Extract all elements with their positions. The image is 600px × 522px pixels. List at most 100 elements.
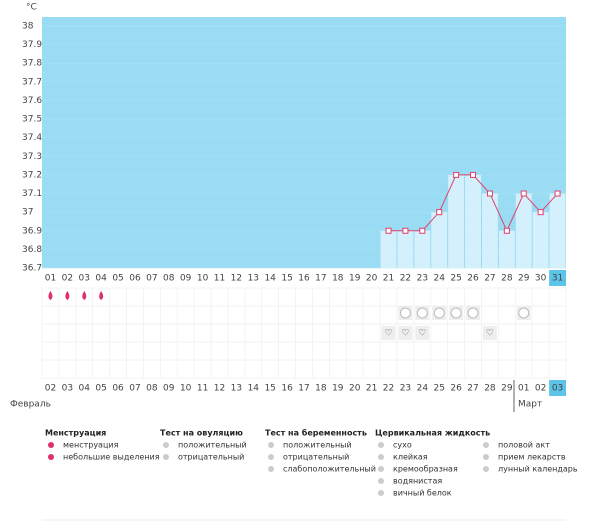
event-cell	[126, 287, 144, 307]
event-cell	[514, 323, 533, 343]
event-cell	[261, 323, 279, 343]
date-label: 03	[552, 384, 563, 394]
event-cell	[329, 359, 347, 379]
temp-point	[453, 171, 460, 178]
event-cell	[498, 323, 516, 343]
temp-bar	[414, 230, 431, 268]
temp-bar	[397, 230, 414, 268]
month-label: Февраль	[10, 400, 51, 410]
legend-icon	[378, 442, 384, 448]
event-cell	[447, 359, 465, 379]
x-tick-label: 20	[366, 274, 378, 284]
temp-point	[486, 190, 493, 197]
test-icon	[450, 307, 462, 319]
test-icon	[433, 307, 445, 319]
date-label: 22	[383, 384, 394, 394]
legend-item: клейкая	[393, 453, 428, 462]
event-cell	[58, 305, 77, 325]
date-label: 02	[45, 384, 56, 394]
event-cell	[41, 341, 60, 361]
x-tick-label: 13	[248, 274, 259, 284]
legend-icon	[48, 442, 54, 448]
legend-icon	[163, 454, 169, 460]
date-label: 17	[298, 384, 309, 394]
x-tick-label: 30	[535, 274, 547, 284]
event-cell	[396, 287, 415, 307]
event-cell	[548, 323, 567, 343]
event-cell	[498, 287, 516, 307]
event-cell	[143, 359, 161, 379]
date-label: 19	[332, 384, 344, 394]
temp-point	[436, 209, 443, 216]
event-cell	[75, 359, 94, 379]
legend-title: Тест на овуляцию	[160, 429, 243, 438]
event-cell	[126, 305, 144, 325]
x-tick-label: 27	[484, 274, 495, 284]
event-cell	[210, 305, 229, 325]
date-label: 03	[62, 384, 73, 394]
event-cell	[362, 323, 381, 343]
temp-bar	[498, 230, 515, 268]
event-cell	[109, 359, 127, 379]
event-cell	[514, 287, 533, 307]
test-icon	[467, 307, 479, 319]
event-cell	[295, 359, 313, 379]
event-cell	[126, 323, 144, 343]
temp-bar	[481, 193, 498, 268]
legend-item: отрицательный	[283, 453, 349, 462]
date-label: 13	[231, 384, 242, 394]
event-cell	[531, 323, 550, 343]
event-cell	[531, 341, 550, 361]
date-label: 12	[214, 384, 225, 394]
legend-icon	[48, 454, 54, 460]
temp-point	[419, 227, 426, 234]
event-cell	[58, 323, 77, 343]
legend-title: Менструация	[45, 429, 106, 438]
y-tick-label: 37.4	[22, 133, 42, 143]
event-cell	[126, 359, 144, 379]
event-cell	[379, 341, 398, 361]
heart-icon: ♡	[486, 329, 494, 339]
temp-point	[402, 227, 409, 234]
legend-item: положительный	[178, 441, 247, 450]
event-cell	[481, 341, 499, 361]
event-cell	[481, 359, 499, 379]
event-cell	[92, 323, 110, 343]
y-tick-label: 37.5	[22, 115, 42, 125]
event-cell	[41, 323, 60, 343]
event-cell	[210, 323, 229, 343]
heart-icon: ♡	[418, 329, 426, 339]
menstruation-icon	[99, 291, 104, 300]
icon-box	[415, 326, 430, 340]
event-cell	[498, 341, 516, 361]
event-cell	[464, 359, 482, 379]
event-cell	[143, 323, 161, 343]
event-cell	[413, 341, 432, 361]
x-tick-label: 29	[518, 274, 530, 284]
event-cell	[193, 305, 212, 325]
event-cell	[430, 287, 448, 307]
event-cell	[92, 305, 110, 325]
y-tick-label: 37.8	[22, 59, 42, 69]
date-label: 09	[163, 384, 175, 394]
date-label: 28	[484, 384, 496, 394]
event-cell	[41, 305, 60, 325]
legend-icon	[163, 442, 169, 448]
event-cell	[498, 359, 516, 379]
event-cell	[430, 323, 448, 343]
x-tick-label: 17	[315, 274, 326, 284]
event-cell	[278, 341, 296, 361]
event-cell	[514, 341, 533, 361]
event-cell	[464, 341, 482, 361]
legend-item: кремообразная	[393, 465, 458, 474]
event-cell	[109, 323, 127, 343]
temp-point	[554, 190, 561, 197]
legend-icon	[378, 454, 384, 460]
legend-icon	[483, 454, 489, 460]
x-tick-label: 09	[180, 274, 192, 284]
event-cell	[126, 341, 144, 361]
event-cell	[227, 323, 246, 343]
event-cell	[193, 323, 212, 343]
date-label: 07	[129, 384, 140, 394]
